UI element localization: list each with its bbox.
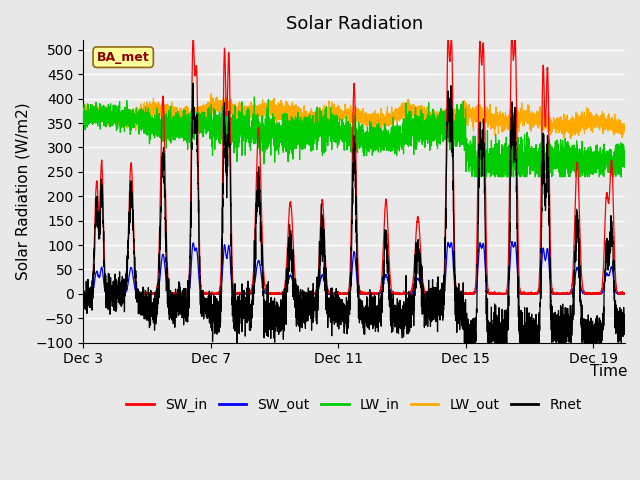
Legend: SW_in, SW_out, LW_in, LW_out, Rnet: SW_in, SW_out, LW_in, LW_out, Rnet — [121, 392, 588, 417]
Text: BA_met: BA_met — [97, 51, 150, 64]
X-axis label: Time: Time — [590, 364, 627, 379]
Title: Solar Radiation: Solar Radiation — [285, 15, 423, 33]
Y-axis label: Solar Radiation (W/m2): Solar Radiation (W/m2) — [15, 103, 30, 280]
